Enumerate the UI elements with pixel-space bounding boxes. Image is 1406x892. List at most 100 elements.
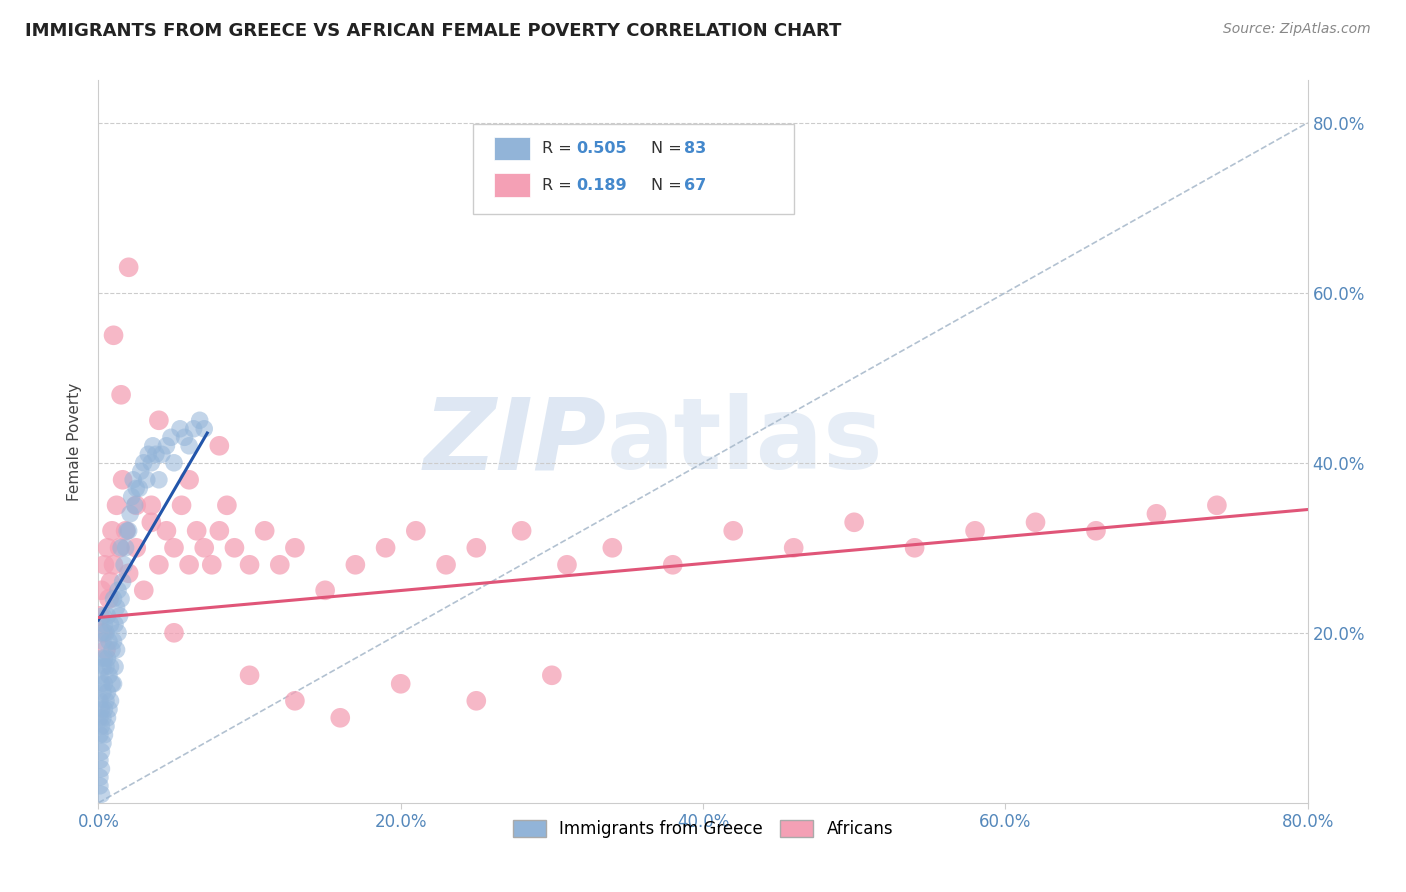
Point <box>148 558 170 572</box>
Point <box>90 583 112 598</box>
Point <box>389 677 412 691</box>
Point <box>465 541 488 555</box>
Point <box>125 498 148 512</box>
Point <box>105 600 128 615</box>
Point <box>110 541 132 555</box>
Point <box>405 524 427 538</box>
Point <box>93 558 115 572</box>
Point <box>89 770 111 784</box>
Point <box>208 439 231 453</box>
Point <box>108 541 131 555</box>
Point <box>91 660 114 674</box>
Text: 67: 67 <box>683 178 706 193</box>
Point <box>105 498 128 512</box>
Point <box>98 668 121 682</box>
Point <box>132 456 155 470</box>
Point <box>783 541 806 555</box>
Point <box>112 558 135 572</box>
Point <box>115 524 138 538</box>
Point <box>125 481 148 495</box>
Point <box>103 634 125 648</box>
Point <box>91 608 114 623</box>
Point <box>128 481 150 495</box>
Point <box>93 651 115 665</box>
Point <box>118 524 141 538</box>
Point <box>141 516 163 530</box>
Point <box>118 260 141 275</box>
Point <box>314 583 336 598</box>
Point <box>103 328 125 343</box>
Point <box>269 558 291 572</box>
Point <box>107 583 129 598</box>
Point <box>188 413 211 427</box>
Text: 83: 83 <box>683 142 706 156</box>
Text: 0.505: 0.505 <box>576 142 627 156</box>
Text: N =: N = <box>651 178 688 193</box>
Point <box>1085 524 1108 538</box>
Point <box>96 608 118 623</box>
Point <box>98 702 121 716</box>
FancyBboxPatch shape <box>494 137 530 161</box>
Point <box>114 541 136 555</box>
Point <box>169 422 191 436</box>
Point <box>155 524 177 538</box>
Point <box>93 617 115 632</box>
Point <box>103 558 125 572</box>
Point <box>94 625 117 640</box>
Point <box>465 694 488 708</box>
Point <box>111 473 134 487</box>
Point <box>107 625 129 640</box>
Point <box>661 558 683 572</box>
Point <box>96 541 118 555</box>
Point <box>94 694 117 708</box>
Point <box>104 660 127 674</box>
Point <box>94 719 117 733</box>
Point <box>253 524 276 538</box>
Point <box>132 583 155 598</box>
Point <box>510 524 533 538</box>
Point <box>179 558 201 572</box>
Point <box>98 591 121 606</box>
Point <box>101 642 124 657</box>
Point <box>540 668 562 682</box>
Point <box>101 524 124 538</box>
Point <box>193 541 215 555</box>
Point <box>136 447 159 461</box>
Point <box>284 694 307 708</box>
Point <box>100 574 122 589</box>
Point <box>93 702 115 716</box>
Point <box>118 566 141 581</box>
Point <box>101 677 124 691</box>
Text: 0.189: 0.189 <box>576 178 627 193</box>
Point <box>89 753 111 767</box>
Point <box>224 541 246 555</box>
Point <box>90 762 112 776</box>
Point <box>96 711 118 725</box>
Point <box>121 490 143 504</box>
Point <box>108 608 131 623</box>
Point <box>142 439 165 453</box>
Point <box>186 524 208 538</box>
Point <box>1144 507 1167 521</box>
Point <box>344 558 367 572</box>
Point <box>90 625 112 640</box>
Point <box>374 541 396 555</box>
Point <box>163 625 186 640</box>
Point <box>163 456 186 470</box>
Point <box>148 413 170 427</box>
Point <box>93 677 115 691</box>
Text: ZIP: ZIP <box>423 393 606 490</box>
Point <box>148 473 170 487</box>
Point <box>103 591 125 606</box>
Point <box>89 694 111 708</box>
Point <box>98 634 121 648</box>
FancyBboxPatch shape <box>494 173 530 196</box>
Point <box>100 617 122 632</box>
Point <box>93 728 115 742</box>
Point <box>90 677 112 691</box>
Point <box>155 439 177 453</box>
Point <box>965 524 987 538</box>
Point <box>844 516 866 530</box>
Point <box>145 447 167 461</box>
Text: IMMIGRANTS FROM GREECE VS AFRICAN FEMALE POVERTY CORRELATION CHART: IMMIGRANTS FROM GREECE VS AFRICAN FEMALE… <box>25 22 842 40</box>
